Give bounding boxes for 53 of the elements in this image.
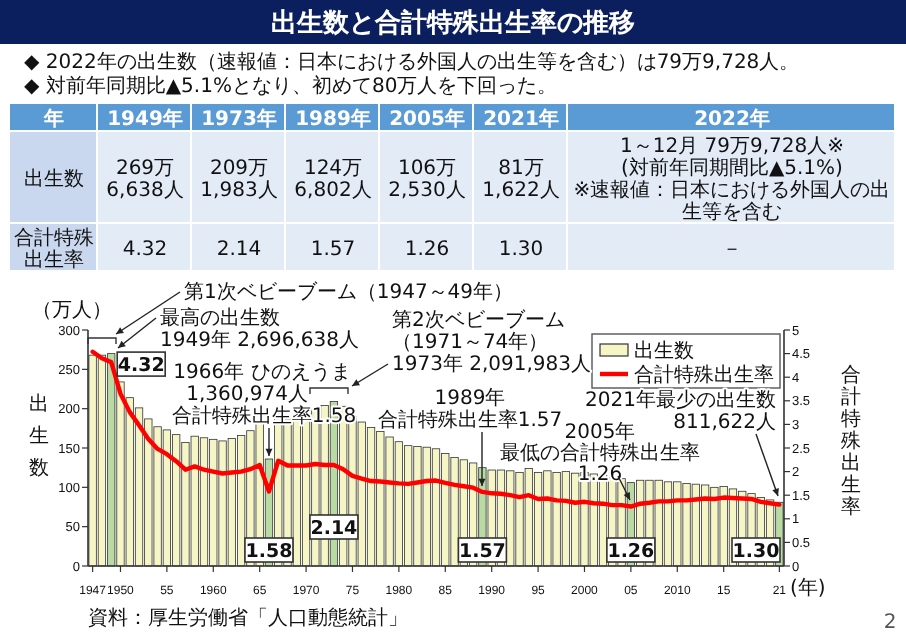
data-label: 1.26 — [577, 464, 623, 486]
text: 2021年 — [483, 107, 559, 131]
text: 209万 1,983人 — [200, 158, 278, 202]
text: 81万 1,622人 — [482, 158, 560, 202]
text: 2 — [883, 612, 897, 634]
text: 年 — [42, 107, 64, 131]
text: 資料：厚生労働省「人口動態統計」 — [88, 606, 408, 630]
text: 出生数 — [24, 167, 84, 191]
annotation: 最低の合計特殊出生率 — [500, 441, 700, 465]
text: － — [722, 239, 742, 261]
text: 2005年 — [389, 107, 465, 131]
data-label: 1.58 — [245, 541, 294, 563]
annotation: 1966年 ひのえうま — [173, 360, 351, 384]
annotation: 最高の出生数 — [160, 306, 280, 330]
text: 合計特殊出生率 — [14, 226, 94, 272]
y2-axis-title: 合計特殊出生率 — [841, 363, 863, 519]
data-label: 1.57 — [458, 541, 506, 563]
text: 1～12月 79万9,728人※ (対前年同期間比▲5.1%) ※速報値：日本における外国人の出生等を含む — [573, 136, 891, 224]
annotation: （1971～74年） — [392, 330, 549, 354]
text: 1989年 — [295, 107, 371, 131]
y-axis-title: 出生数 — [29, 392, 61, 480]
text: 第1次ベビーブーム（1947～49年） — [184, 280, 514, 304]
annotation: 第2次ベビーブーム — [392, 308, 565, 332]
data-label: 2.14 — [310, 517, 359, 540]
annotation: 2021年最少の出生数 — [585, 388, 776, 412]
annotation: 811,622人 — [673, 412, 776, 434]
text: 4.32 — [122, 239, 168, 261]
text: ◆ 2022年の出生数（速報値：日本における外国人の出生等を含む）は79万9,728人。 — [24, 50, 800, 74]
annotation: 2005年 — [564, 420, 636, 444]
text: 269万 6,638人 — [106, 158, 184, 202]
text: 106万 2,530人 — [388, 158, 466, 202]
legend-label: 合計特殊出生率 — [634, 363, 774, 387]
text: 1.26 — [404, 239, 450, 261]
text: 1949年 — [107, 107, 183, 131]
text: ◆ 対前年同期比▲5.1%となり、初めて80万人を下回った。 — [24, 74, 558, 98]
data-label: 4.32 — [117, 355, 165, 378]
annotation: 1973年 2,091,983人 — [392, 352, 592, 376]
annotation: 1989年 — [434, 386, 506, 410]
text: 2022年 — [694, 107, 770, 131]
text: 2.14 — [216, 239, 262, 261]
text: (年) — [790, 576, 826, 600]
annotation: 1,360,974人 — [186, 384, 308, 406]
text: （万人） — [32, 300, 112, 322]
annotation: 合計特殊出生率1.57 — [377, 408, 563, 432]
text: 1973年 — [201, 107, 277, 131]
legend-label: 出生数 — [634, 339, 694, 363]
annotation: 1949年 2,696,638人 — [160, 328, 360, 352]
chart-title: 出生数と合計特殊出生率の推移 — [271, 7, 635, 39]
text: 124万 6,802人 — [294, 158, 372, 202]
text: 1.30 — [498, 239, 544, 261]
data-label: 1.30 — [732, 541, 781, 563]
text: 1.57 — [310, 239, 356, 261]
annotation: 1.26 — [607, 541, 656, 563]
